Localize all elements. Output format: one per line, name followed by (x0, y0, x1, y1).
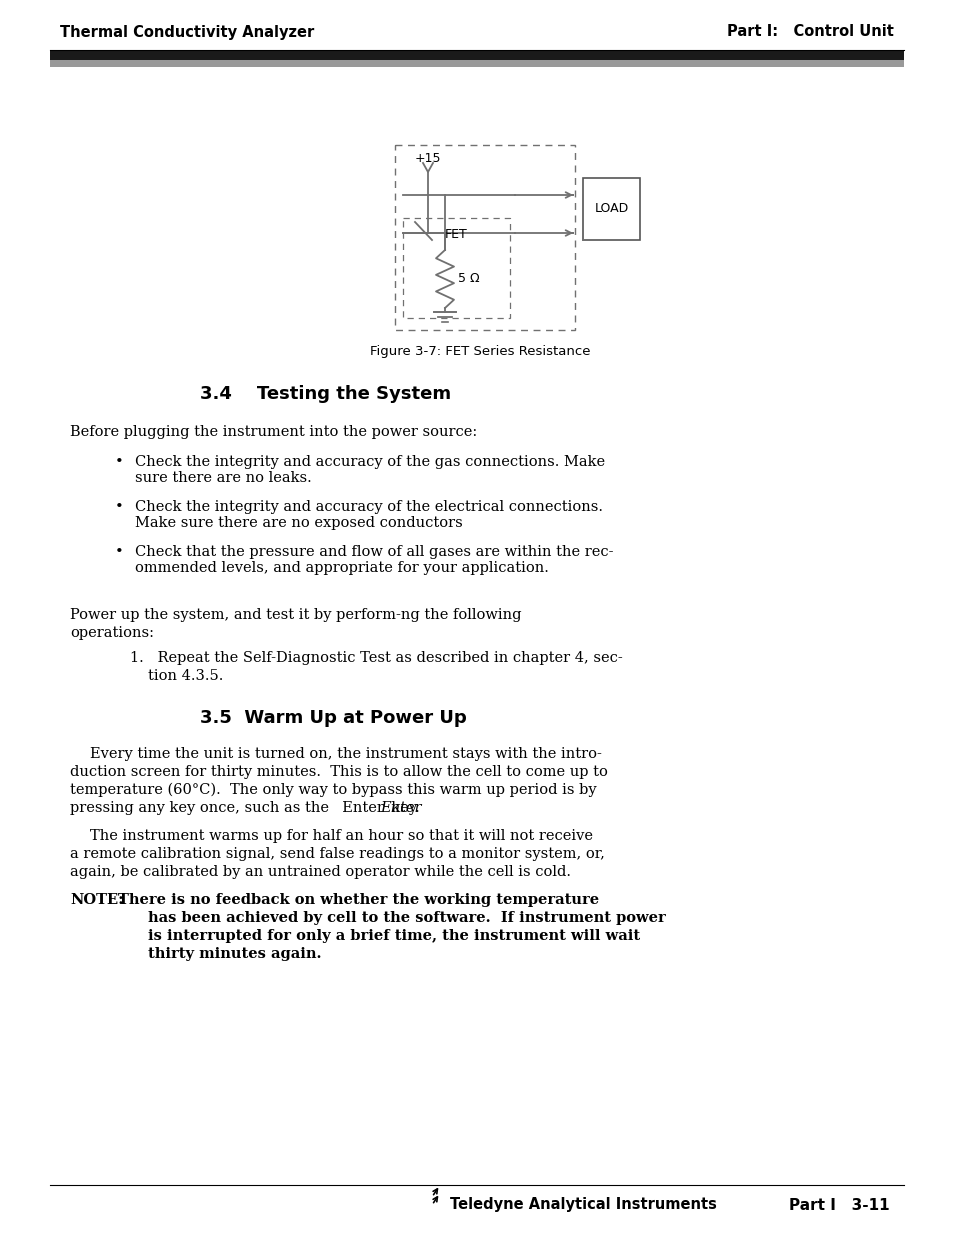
Text: Power up the system, and test it by perform­ng the following: Power up the system, and test it by perf… (70, 608, 521, 622)
Text: Every time the unit is turned on, the instrument stays with the intro-: Every time the unit is turned on, the in… (90, 747, 601, 761)
Text: •: • (115, 545, 124, 559)
Text: again, be calibrated by an untrained operator while the cell is cold.: again, be calibrated by an untrained ope… (70, 864, 571, 879)
Text: •: • (115, 454, 124, 469)
Text: There is no feedback on whether the working temperature: There is no feedback on whether the work… (118, 893, 598, 906)
Text: •: • (115, 500, 124, 514)
Text: duction screen for thirty minutes.  This is to allow the cell to come up to: duction screen for thirty minutes. This … (70, 764, 607, 779)
Text: is interrupted for only a brief time, the instrument will wait: is interrupted for only a brief time, th… (148, 929, 639, 944)
Text: thirty minutes again.: thirty minutes again. (148, 947, 321, 961)
Text: a remote calibration signal, send false readings to a monitor system, or,: a remote calibration signal, send false … (70, 847, 604, 861)
Text: operations:: operations: (70, 626, 153, 640)
Text: The instrument warms up for half an hour so that it will not receive: The instrument warms up for half an hour… (90, 829, 593, 844)
Text: Part I:   Control Unit: Part I: Control Unit (726, 25, 893, 40)
Text: has been achieved by cell to the software.  If instrument power: has been achieved by cell to the softwar… (148, 911, 665, 925)
Text: tion 4.3.5.: tion 4.3.5. (148, 669, 223, 683)
Text: 5 Ω: 5 Ω (457, 272, 479, 284)
Text: FET: FET (444, 228, 467, 242)
Text: Check the integrity and accuracy of the electrical connections.
Make sure there : Check the integrity and accuracy of the … (135, 500, 602, 530)
Text: Before plugging the instrument into the power source:: Before plugging the instrument into the … (70, 425, 476, 438)
Text: 1.   Repeat the Self-Diagnostic Test as described in chapter 4, sec-: 1. Repeat the Self-Diagnostic Test as de… (130, 651, 622, 664)
Bar (50, 61, 903, 67)
Text: 3.4    Testing the System: 3.4 Testing the System (200, 385, 451, 403)
Text: Figure 3-7: FET Series Resistance: Figure 3-7: FET Series Resistance (370, 345, 590, 358)
Text: Thermal Conductivity Analyzer: Thermal Conductivity Analyzer (60, 25, 314, 40)
Bar (582, 178, 639, 240)
Text: Part I   3-11: Part I 3-11 (788, 1198, 889, 1213)
Text: temperature (60°C).  The only way to bypass this warm up period is by: temperature (60°C). The only way to bypa… (70, 783, 596, 798)
Text: 3.5  Warm Up at Power Up: 3.5 Warm Up at Power Up (200, 709, 466, 727)
Text: Check that the pressure and flow of all gases are within the rec-
ommended level: Check that the pressure and flow of all … (135, 545, 613, 576)
Text: Enter: Enter (379, 802, 421, 815)
Text: Check the integrity and accuracy of the gas connections. Make
sure there are no : Check the integrity and accuracy of the … (135, 454, 604, 485)
Text: NOTE:: NOTE: (70, 893, 124, 906)
Bar (50, 51, 903, 61)
Text: Teledyne Analytical Instruments: Teledyne Analytical Instruments (450, 1198, 716, 1213)
Text: pressing any key once, such as the    Enter  key.: pressing any key once, such as the Enter… (70, 802, 419, 815)
Text: LOAD: LOAD (594, 203, 628, 215)
Text: +15: +15 (415, 152, 441, 165)
